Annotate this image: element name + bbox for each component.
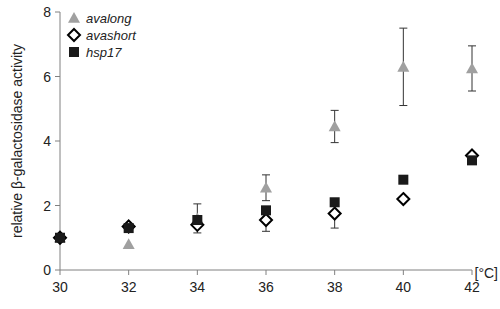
point: [330, 197, 340, 207]
x-tick: [197, 270, 198, 275]
x-tick: [128, 270, 129, 275]
y-tick-label: 8: [43, 4, 51, 20]
x-axis-label: [°C]: [475, 265, 499, 281]
y-tick: [55, 76, 60, 77]
error-cap: [399, 105, 407, 106]
point: [124, 223, 134, 233]
series: [54, 28, 478, 249]
legend-label: hsp17: [86, 45, 122, 60]
series: [55, 155, 477, 242]
error-cap: [331, 110, 339, 111]
point: [398, 175, 408, 185]
point: [397, 193, 409, 205]
y-tick-label: 6: [43, 69, 51, 85]
x-tick: [472, 270, 473, 275]
legend-marker: [69, 47, 79, 57]
point: [329, 120, 341, 131]
point: [123, 238, 135, 249]
x-tick-label: 30: [52, 279, 68, 295]
error-cap: [262, 200, 270, 201]
error-cap: [262, 231, 270, 232]
series: [54, 150, 478, 244]
error-cap: [468, 45, 476, 46]
x-tick-label: 42: [464, 279, 480, 295]
y-tick: [55, 205, 60, 206]
y-tick: [55, 12, 60, 13]
error-cap: [193, 203, 201, 204]
error-cap: [468, 91, 476, 92]
point: [54, 232, 66, 243]
point: [466, 62, 478, 73]
point: [329, 208, 341, 220]
y-tick: [55, 141, 60, 142]
error-cap: [262, 174, 270, 175]
legend-marker: [68, 12, 80, 23]
error-cap: [331, 228, 339, 229]
x-tick: [60, 270, 61, 275]
legend-marker: [68, 29, 80, 41]
legend-label: avalong: [86, 11, 132, 26]
y-axis-label: relative β-galactosidase activity: [9, 44, 25, 238]
y-tick-label: 4: [43, 133, 51, 149]
x-tick: [403, 270, 404, 275]
legend-label: avashort: [86, 28, 137, 43]
x-tick-label: 34: [190, 279, 206, 295]
x-tick-label: 38: [327, 279, 343, 295]
point: [397, 61, 409, 72]
x-tick-label: 40: [396, 279, 412, 295]
x-tick-label: 32: [121, 279, 137, 295]
x-tick: [266, 270, 267, 275]
point: [55, 233, 65, 243]
point: [260, 182, 272, 193]
marks: [54, 28, 478, 249]
y-tick: [55, 270, 60, 271]
point: [467, 155, 477, 165]
y-tick-label: 2: [43, 198, 51, 214]
point: [192, 215, 202, 225]
y-tick-label: 0: [43, 262, 51, 278]
x-tick: [334, 270, 335, 275]
error-cap: [331, 142, 339, 143]
error-cap: [399, 28, 407, 29]
error-cap: [193, 232, 201, 233]
x-tick-label: 36: [258, 279, 274, 295]
point: [123, 220, 135, 232]
legend: avalong avashort hsp17: [68, 11, 137, 60]
point: [261, 205, 271, 215]
chart: 0 2 4 6 8 30 32 34 36 38 40 42 relative β-galactosid…: [0, 0, 500, 309]
point: [54, 232, 66, 244]
point: [260, 214, 272, 226]
